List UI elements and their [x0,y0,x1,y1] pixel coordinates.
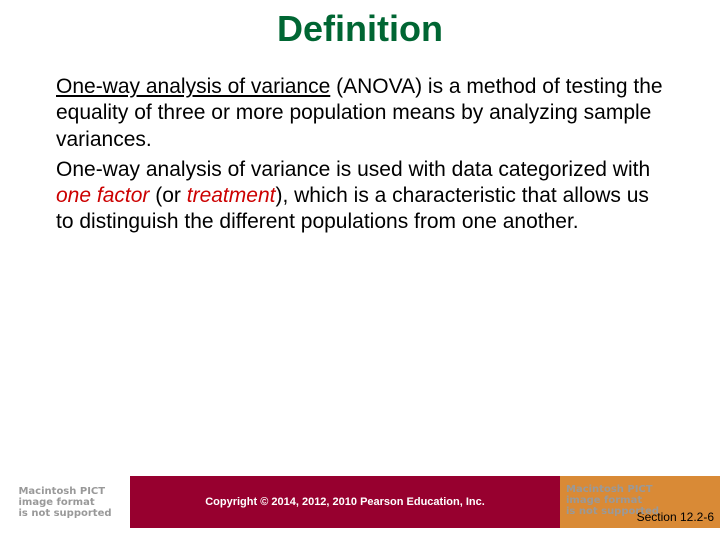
footer-copyright-bar: Copyright © 2014, 2012, 2010 Pearson Edu… [130,476,560,528]
highlight-one-factor: one factor [56,184,149,207]
page-title: Definition [0,0,720,74]
footer-right-slot: Macintosh PICT image format is not suppo… [560,476,720,528]
underlined-term: One-way analysis of variance [56,75,330,98]
footer-left-slot: Macintosh PICT image format is not suppo… [0,476,130,528]
footer-bar: Macintosh PICT image format is not suppo… [0,476,720,528]
copyright-text: Copyright © 2014, 2012, 2010 Pearson Edu… [205,496,485,508]
para2-a: One-way analysis of variance is used wit… [56,158,650,181]
para2-c: (or [149,184,186,207]
pict-unsupported-icon: Macintosh PICT image format is not suppo… [566,484,659,517]
body-content: One-way analysis of variance (ANOVA) is … [0,74,720,236]
pict-unsupported-icon: Macintosh PICT image format is not suppo… [18,486,111,519]
paragraph-2: One-way analysis of variance is used wit… [56,157,668,236]
highlight-treatment: treatment [187,184,276,207]
paragraph-1: One-way analysis of variance (ANOVA) is … [56,74,668,153]
